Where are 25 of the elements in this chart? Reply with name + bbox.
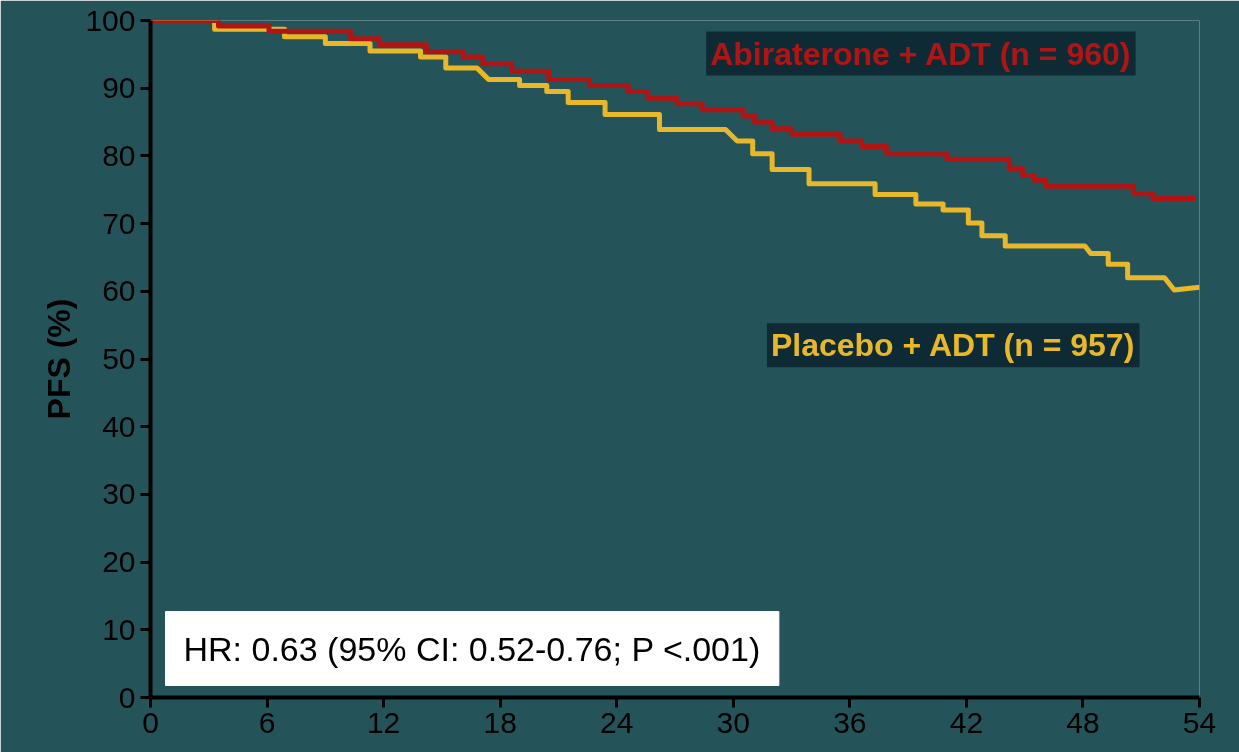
x-tick-label: 36 [833,705,867,739]
x-tick-label: 12 [366,705,401,739]
y-tick-label: 30 [102,477,136,511]
y-tick-label: 60 [102,274,136,308]
y-tick-label: 100 [85,3,136,37]
y-tick-label: 70 [102,206,136,240]
x-tick-label: 54 [1182,705,1217,739]
y-tick-label: 40 [102,409,136,443]
x-tick-label: 0 [142,705,159,739]
x-tick-label: 30 [716,705,750,739]
y-tick-label: 0 [118,680,136,714]
x-tick-label: 18 [483,705,517,739]
x-tick-label: 48 [1066,705,1100,739]
y-tick-label: 90 [102,71,136,105]
x-tick-label: 6 [258,705,276,739]
x-tick-label: 42 [949,705,984,739]
x-tick-label: 24 [600,705,634,739]
y-tick-label: 50 [102,342,136,375]
y-tick-label: 20 [102,545,136,579]
y-tick-label: 80 [102,138,136,172]
y-tick-label: 10 [102,612,136,646]
annotation: HR: 0.63 (95% CI: 0.52-0.76; P <.001) [183,629,761,668]
series-label: Abiraterone + ADT (n = 960) [710,35,1131,72]
y-axis-title: PFS (%) [41,298,78,420]
series-label: Placebo + ADT (n = 957) [770,327,1135,364]
